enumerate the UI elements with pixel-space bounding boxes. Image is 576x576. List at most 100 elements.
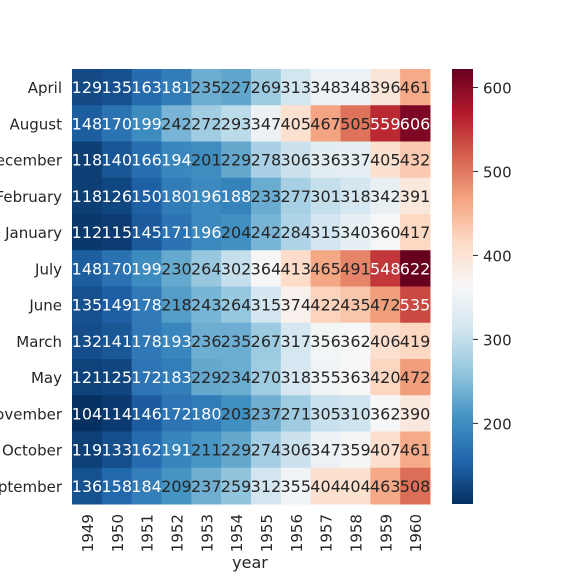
heatmap-cell xyxy=(400,467,431,505)
colorbar xyxy=(452,69,473,504)
heatmap-cell xyxy=(251,141,282,179)
heatmap-cell xyxy=(131,395,162,432)
cell-value-label: 121 xyxy=(72,368,103,387)
heatmap-cell xyxy=(72,177,103,215)
cell-value-label: 229 xyxy=(191,368,222,387)
cell-value-label: 171 xyxy=(161,223,192,242)
heatmap-cell xyxy=(280,431,312,469)
x-tick-label: 1949 xyxy=(79,514,97,552)
heatmap-cell xyxy=(131,141,162,179)
heatmap-cell xyxy=(280,359,312,396)
cell-value-label: 278 xyxy=(251,151,282,170)
cell-value-label: 118 xyxy=(72,187,103,206)
heatmap-cell xyxy=(340,105,371,142)
heatmap-cell xyxy=(131,286,162,324)
cell-value-label: 150 xyxy=(131,187,162,206)
heatmap-cell xyxy=(251,69,282,106)
cell-value-label: 606 xyxy=(400,114,431,133)
heatmap-cell xyxy=(280,69,312,106)
y-tick-label: February xyxy=(0,188,62,206)
cell-value-label: 237 xyxy=(251,404,282,423)
heatmap-cell xyxy=(340,177,371,215)
cell-value-label: 170 xyxy=(101,114,132,133)
y-tick-label: March xyxy=(16,333,62,351)
x-axis-title: year xyxy=(232,553,268,572)
heatmap-cell xyxy=(101,286,133,324)
heatmap-cell xyxy=(370,69,401,106)
cell-value-label: 227 xyxy=(221,78,252,97)
heatmap-cell xyxy=(400,141,431,179)
cell-value-label: 342 xyxy=(370,187,401,206)
cell-value-label: 141 xyxy=(101,332,132,351)
heatmap-cell xyxy=(221,250,252,287)
heatmap-cell xyxy=(161,69,192,106)
cell-value-label: 270 xyxy=(251,368,282,387)
cell-value-label: 145 xyxy=(131,223,162,242)
heatmap-cell xyxy=(72,322,103,360)
cell-value-label: 211 xyxy=(191,441,222,460)
y-tick-label: June xyxy=(28,297,62,315)
cell-value-label: 234 xyxy=(221,368,252,387)
cell-value-label: 196 xyxy=(191,223,222,242)
cell-value-label: 391 xyxy=(400,187,431,206)
cell-value-label: 364 xyxy=(251,259,282,278)
cell-value-label: 229 xyxy=(221,151,252,170)
x-tick-label: 1953 xyxy=(198,514,216,552)
cell-value-label: 355 xyxy=(310,368,341,387)
heatmap-cell xyxy=(72,69,103,106)
heatmap-cell xyxy=(101,322,133,360)
cell-value-label: 146 xyxy=(131,404,162,423)
heatmap-cell xyxy=(72,250,103,287)
y-tick-label: May xyxy=(31,369,62,387)
colorbar-ticks: 200 300 400 500 600 xyxy=(473,79,512,433)
heatmap-cell xyxy=(101,250,133,287)
cell-value-label: 405 xyxy=(370,151,401,170)
heatmap-cell xyxy=(131,322,162,360)
heatmap-cell xyxy=(161,141,192,179)
cell-value-label: 356 xyxy=(310,332,341,351)
heatmap-cell xyxy=(191,250,222,287)
cell-value-label: 135 xyxy=(101,78,132,97)
heatmap-cell xyxy=(131,431,162,469)
heatmap-cell xyxy=(340,467,371,505)
heatmap-cell xyxy=(310,141,341,179)
heatmap-cell xyxy=(251,322,282,360)
colorbar-tick-label: 600 xyxy=(483,79,512,97)
cell-value-label: 235 xyxy=(221,332,252,351)
cell-value-label: 172 xyxy=(161,404,192,423)
heatmap-cell xyxy=(340,359,371,396)
heatmap-cell xyxy=(280,395,312,432)
cell-value-label: 337 xyxy=(340,151,371,170)
heatmap-cell xyxy=(131,214,162,251)
cell-value-label: 242 xyxy=(251,223,282,242)
cell-value-label: 230 xyxy=(161,259,192,278)
cell-value-label: 193 xyxy=(161,332,192,351)
cell-value-label: 312 xyxy=(251,477,282,496)
heatmap-cell xyxy=(221,322,252,360)
heatmap-cell xyxy=(221,359,252,396)
x-tick-label: 1950 xyxy=(109,514,127,552)
cell-value-label: 203 xyxy=(221,404,252,423)
heatmap-cell xyxy=(280,177,312,215)
heatmap-cell xyxy=(72,105,103,142)
heatmap-cell xyxy=(370,250,401,287)
heatmap-cell xyxy=(101,431,133,469)
x-tick-label: 1958 xyxy=(347,514,365,552)
x-tick-label: 1957 xyxy=(318,514,336,552)
cell-value-label: 125 xyxy=(101,368,132,387)
cell-value-label: 183 xyxy=(161,368,192,387)
x-tick-label: 1955 xyxy=(258,514,276,552)
heatmap-cell xyxy=(191,467,222,505)
heatmap-cell xyxy=(131,177,162,215)
colorbar-tick-label: 400 xyxy=(483,247,512,265)
cell-value-label: 170 xyxy=(101,259,132,278)
cell-value-label: 318 xyxy=(280,368,311,387)
heatmap-cell xyxy=(280,286,312,324)
cell-value-label: 178 xyxy=(131,332,162,351)
heatmap-cell xyxy=(131,359,162,396)
cell-value-label: 302 xyxy=(221,259,252,278)
cell-value-label: 420 xyxy=(370,368,401,387)
cell-value-label: 178 xyxy=(131,296,162,315)
cell-value-label: 306 xyxy=(280,151,311,170)
